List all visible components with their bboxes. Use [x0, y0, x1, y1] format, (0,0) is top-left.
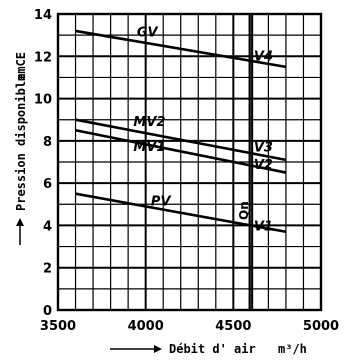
- series-lines: [75, 29, 287, 234]
- y-tick-label: 8: [43, 135, 52, 150]
- y-tick-label: 0: [43, 304, 52, 319]
- x-tick-label: 5000: [303, 319, 339, 334]
- tick-labels: 0 2 4 6 8 10 12 14 3500 4000 4500 5000: [34, 8, 339, 334]
- series-label-mv1: MV1: [133, 140, 165, 155]
- speed-label-v2: V2: [254, 158, 273, 173]
- y-tick-label: 4: [43, 219, 52, 234]
- series-label-pv: PV: [151, 194, 172, 209]
- x-tick-label: 3500: [40, 319, 76, 334]
- series-line-pv: [75, 192, 287, 234]
- plot-border: [56, 12, 323, 312]
- minor-grid: [58, 14, 321, 310]
- y-tick-label: 14: [34, 8, 52, 23]
- y-axis-label: Pression disponible: [14, 74, 28, 211]
- y-tick-label: 10: [34, 93, 52, 108]
- series-line-mv1: [75, 129, 287, 174]
- y-tick-label: 12: [34, 50, 52, 65]
- speed-label-v4: V4: [254, 49, 273, 64]
- x-tick-label: 4500: [215, 319, 251, 334]
- speed-label-v3: V3: [254, 140, 273, 155]
- speed-label-v1: V1: [254, 219, 273, 234]
- series-line-mv2: [75, 118, 287, 162]
- series-label-gv: GV: [137, 25, 159, 40]
- y-tick-label: 6: [43, 177, 52, 192]
- y-tick-label: 2: [43, 262, 52, 277]
- x-axis-unit: m³/h: [278, 342, 307, 356]
- y-axis-unit: mmCE: [14, 52, 28, 81]
- series-label-mv2: MV2: [133, 115, 165, 130]
- plot-frame: [56, 12, 323, 312]
- x-axis-title-group: Débit d' air m³/h: [110, 342, 307, 356]
- x-axis-label: Débit d' air: [169, 342, 256, 356]
- x-tick-label: 4000: [128, 319, 164, 334]
- nominal-flow-line-group: [248, 14, 254, 310]
- series-line-gv: [75, 29, 287, 69]
- y-axis-title-group: Pression disponible mmCE: [14, 52, 28, 245]
- nominal-flow-label: Qn: [237, 201, 251, 220]
